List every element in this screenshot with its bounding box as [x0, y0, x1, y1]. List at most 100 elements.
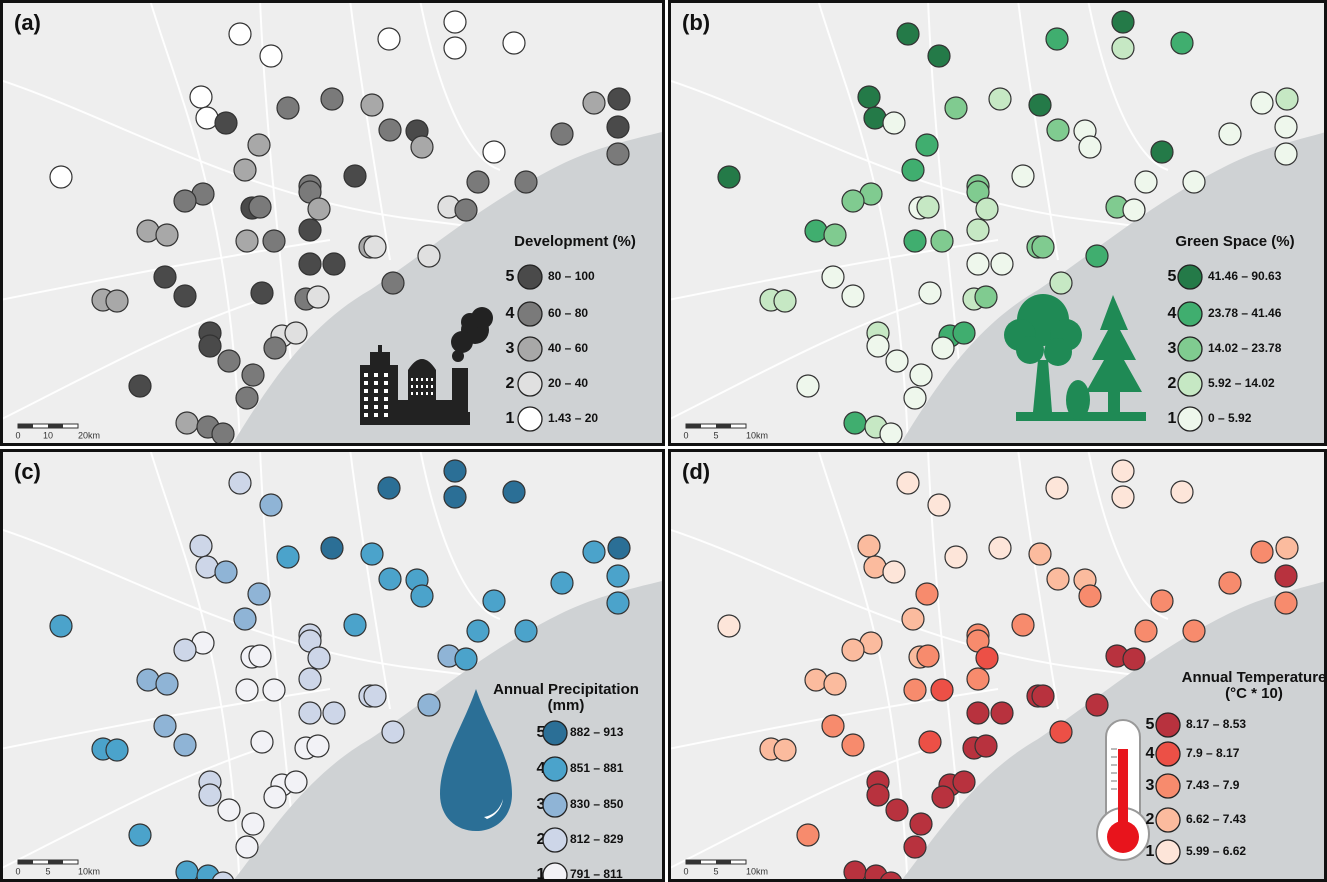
station-point: [198, 783, 222, 807]
panel: (d) Annual Temperature(°C * 10) 5 8.17 – 8.…: [668, 449, 1327, 882]
bulb: [1107, 821, 1139, 853]
legend-range: 14.02 – 23.78: [1208, 341, 1282, 355]
station-point: [841, 733, 865, 757]
legend-class: 2: [1146, 811, 1155, 828]
legend-class: 5: [1168, 268, 1177, 285]
legend-swatch: [1177, 301, 1203, 327]
station-point: [482, 140, 506, 164]
station-point: [796, 823, 820, 847]
legend-class: 1: [506, 410, 515, 427]
station-point: [198, 334, 222, 358]
legend-title: (°C * 10): [1225, 685, 1283, 702]
legend-swatch: [1177, 264, 1203, 290]
station-point: [263, 336, 287, 360]
station-point: [966, 667, 990, 691]
legend-range: 20 – 40: [548, 376, 588, 390]
station-point: [1275, 87, 1299, 111]
station-point: [863, 555, 887, 579]
station-point: [841, 284, 865, 308]
station-point: [1122, 647, 1146, 671]
legend-range: 7.9 – 8.17: [1186, 746, 1240, 760]
water: [231, 131, 665, 446]
legend-class: 3: [537, 796, 546, 813]
panel-label: (b): [682, 10, 710, 35]
station-point: [882, 111, 906, 135]
station-point: [250, 281, 274, 305]
legend-swatch: [1177, 336, 1203, 362]
station-point: [1274, 142, 1298, 166]
station-point: [990, 252, 1014, 276]
station-point: [466, 619, 490, 643]
station-point: [885, 798, 909, 822]
station-point: [1111, 36, 1135, 60]
legend-class: 1: [1146, 843, 1155, 860]
station-point: [773, 738, 797, 762]
window: [411, 378, 413, 381]
station-point: [306, 285, 330, 309]
scale-label: 0: [683, 430, 688, 440]
station-point: [1274, 564, 1298, 588]
legend-class: 4: [506, 305, 515, 322]
station-point: [863, 106, 887, 130]
station-point: [363, 684, 387, 708]
window: [374, 397, 378, 401]
station-point: [966, 701, 990, 725]
window: [384, 373, 388, 377]
legend-swatch: [542, 862, 568, 882]
station-point: [247, 133, 271, 157]
station-point: [903, 386, 927, 410]
drop-highlight: [484, 799, 503, 819]
station-point: [927, 44, 951, 68]
station-point: [502, 480, 526, 504]
legend-class: 4: [1146, 745, 1155, 762]
station-point: [1170, 480, 1194, 504]
window: [384, 381, 388, 385]
station-point: [916, 644, 940, 668]
station-point: [377, 476, 401, 500]
legend-class: 5: [506, 268, 515, 285]
smoke: [452, 350, 464, 362]
station-point: [248, 195, 272, 219]
station-point: [1111, 10, 1135, 34]
station-point: [153, 714, 177, 738]
station-point: [136, 668, 160, 692]
legend-range: 830 – 850: [570, 797, 624, 811]
station-point: [322, 252, 346, 276]
station-point: [918, 730, 942, 754]
station-point: [879, 422, 903, 446]
station-point: [214, 560, 238, 584]
panel-label: (c): [14, 459, 41, 484]
station-point: [966, 252, 990, 276]
station-point: [843, 860, 867, 882]
station-point: [343, 164, 367, 188]
station-point: [443, 485, 467, 509]
station-point: [363, 235, 387, 259]
station-point: [966, 218, 990, 242]
crown: [1016, 336, 1044, 364]
station-point: [915, 582, 939, 606]
station-point: [443, 10, 467, 34]
station-point: [857, 534, 881, 558]
station-point: [1170, 31, 1194, 55]
station-point: [930, 229, 954, 253]
station-point: [975, 646, 999, 670]
scale-label: 5: [713, 430, 718, 440]
station-point: [773, 289, 797, 313]
scale-bar-fill: [48, 424, 63, 428]
station-point: [228, 22, 252, 46]
station-point: [377, 27, 401, 51]
window: [431, 385, 433, 388]
window: [374, 381, 378, 385]
station-point: [915, 133, 939, 157]
station-point: [607, 536, 631, 560]
station-point: [866, 783, 890, 807]
scale-bar-fill: [716, 424, 731, 428]
station-point: [903, 678, 927, 702]
road: [1017, 449, 1059, 710]
road: [419, 449, 501, 620]
station-point: [952, 770, 976, 794]
station-point: [322, 701, 346, 725]
legend-title: Green Space (%): [1175, 233, 1294, 250]
station-point: [454, 198, 478, 222]
station-point: [49, 614, 73, 638]
